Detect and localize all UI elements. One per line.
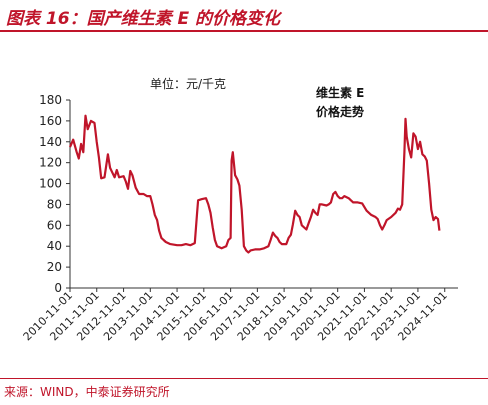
unit-label: 单位：元/千克 bbox=[150, 76, 226, 91]
y-axis-ticks: 0 20 40 60 80 100 120 140 160 180 bbox=[39, 93, 70, 295]
y-tick-label: 120 bbox=[39, 156, 62, 170]
y-tick-label: 20 bbox=[47, 260, 62, 274]
legend-label-line1: 维生素 E bbox=[316, 85, 364, 100]
y-tick-label: 0 bbox=[54, 281, 62, 295]
figure-title: 图表 16：国产维生素 E 的价格变化 bbox=[6, 9, 281, 29]
y-tick-label: 100 bbox=[39, 177, 62, 191]
source-rule bbox=[0, 378, 488, 379]
y-tick-label: 40 bbox=[47, 239, 62, 253]
title-rule bbox=[0, 30, 488, 32]
line-chart: 0 20 40 60 80 100 120 140 160 180 2010-11-012011-… bbox=[21, 76, 458, 343]
legend-label-line2: 价格走势 bbox=[316, 104, 364, 119]
y-tick-label: 180 bbox=[39, 93, 62, 107]
y-tick-label: 160 bbox=[39, 114, 62, 128]
series-group bbox=[68, 114, 441, 254]
series-line bbox=[68, 114, 441, 254]
x-axis-ticks: 2010-11-012011-11-012012-11-012013-11-01… bbox=[21, 288, 450, 343]
y-tick-label: 60 bbox=[47, 218, 62, 232]
chart-axes bbox=[69, 100, 458, 289]
source-note: 来源：WIND，中泰证券研究所 bbox=[4, 385, 170, 399]
y-tick-label: 140 bbox=[39, 135, 62, 149]
y-tick-label: 80 bbox=[47, 197, 62, 211]
